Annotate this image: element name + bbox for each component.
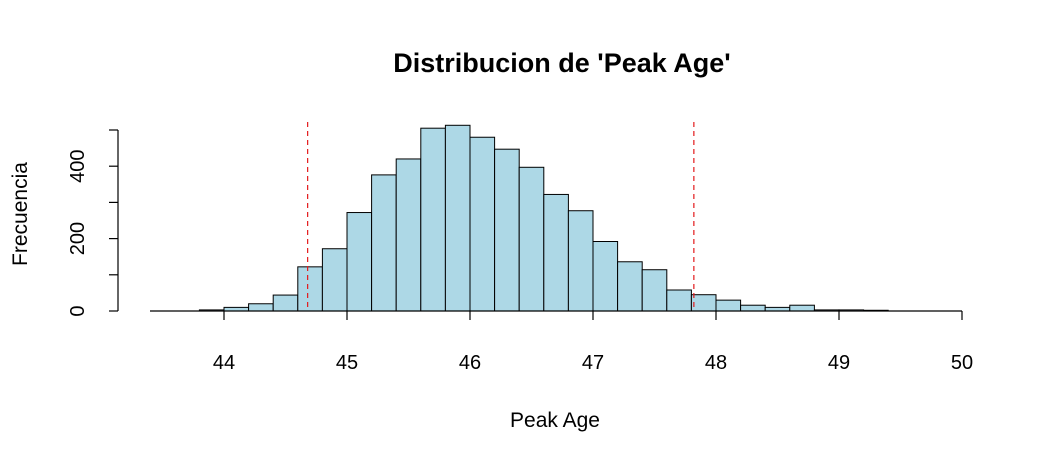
histogram-bar — [715, 299, 742, 312]
chart-title: Distribucion de 'Peak Age' — [393, 48, 730, 78]
histogram-bar — [469, 136, 496, 312]
histogram-bar — [494, 148, 520, 312]
x-tick-label: 46 — [459, 352, 481, 374]
y-axis-label: Frecuencia — [9, 162, 32, 266]
x-tick-label: 49 — [828, 352, 850, 374]
histogram-bar — [395, 158, 422, 312]
y-tick-label: 400 — [67, 150, 89, 183]
histogram-bar — [321, 248, 348, 312]
x-axis-label: Peak Age — [510, 409, 600, 432]
histogram-bar — [297, 266, 323, 312]
histogram-bar — [789, 304, 815, 312]
x-tick-label: 45 — [336, 352, 358, 374]
y-axis: 0 200 400 — [67, 129, 119, 317]
histogram-bar — [346, 212, 373, 312]
x-tick-label: 44 — [213, 352, 235, 374]
histogram-bar — [248, 303, 274, 312]
histogram-bar — [371, 174, 397, 312]
histogram-bar — [444, 124, 471, 312]
histogram-bar — [617, 261, 643, 312]
y-tick-label: 0 — [67, 305, 89, 316]
x-tick-label: 48 — [705, 352, 727, 374]
histogram-bar — [641, 269, 668, 312]
y-tick-label: 200 — [67, 222, 89, 255]
histogram-bar — [543, 193, 569, 312]
histogram-bar — [690, 294, 717, 312]
histogram-bar — [567, 210, 594, 312]
x-tick-label: 50 — [951, 352, 973, 374]
histogram-bar — [518, 166, 545, 312]
histogram-bar — [740, 304, 766, 312]
histogram-bar — [666, 289, 692, 312]
bars-group — [198, 124, 889, 312]
histogram-bar — [592, 241, 619, 312]
histogram-bar — [272, 294, 299, 312]
x-axis: 44 45 46 47 48 49 50 — [150, 310, 973, 374]
x-tick-label: 47 — [582, 352, 604, 374]
reference-lines-group — [307, 122, 695, 311]
histogram-bar — [420, 127, 446, 312]
